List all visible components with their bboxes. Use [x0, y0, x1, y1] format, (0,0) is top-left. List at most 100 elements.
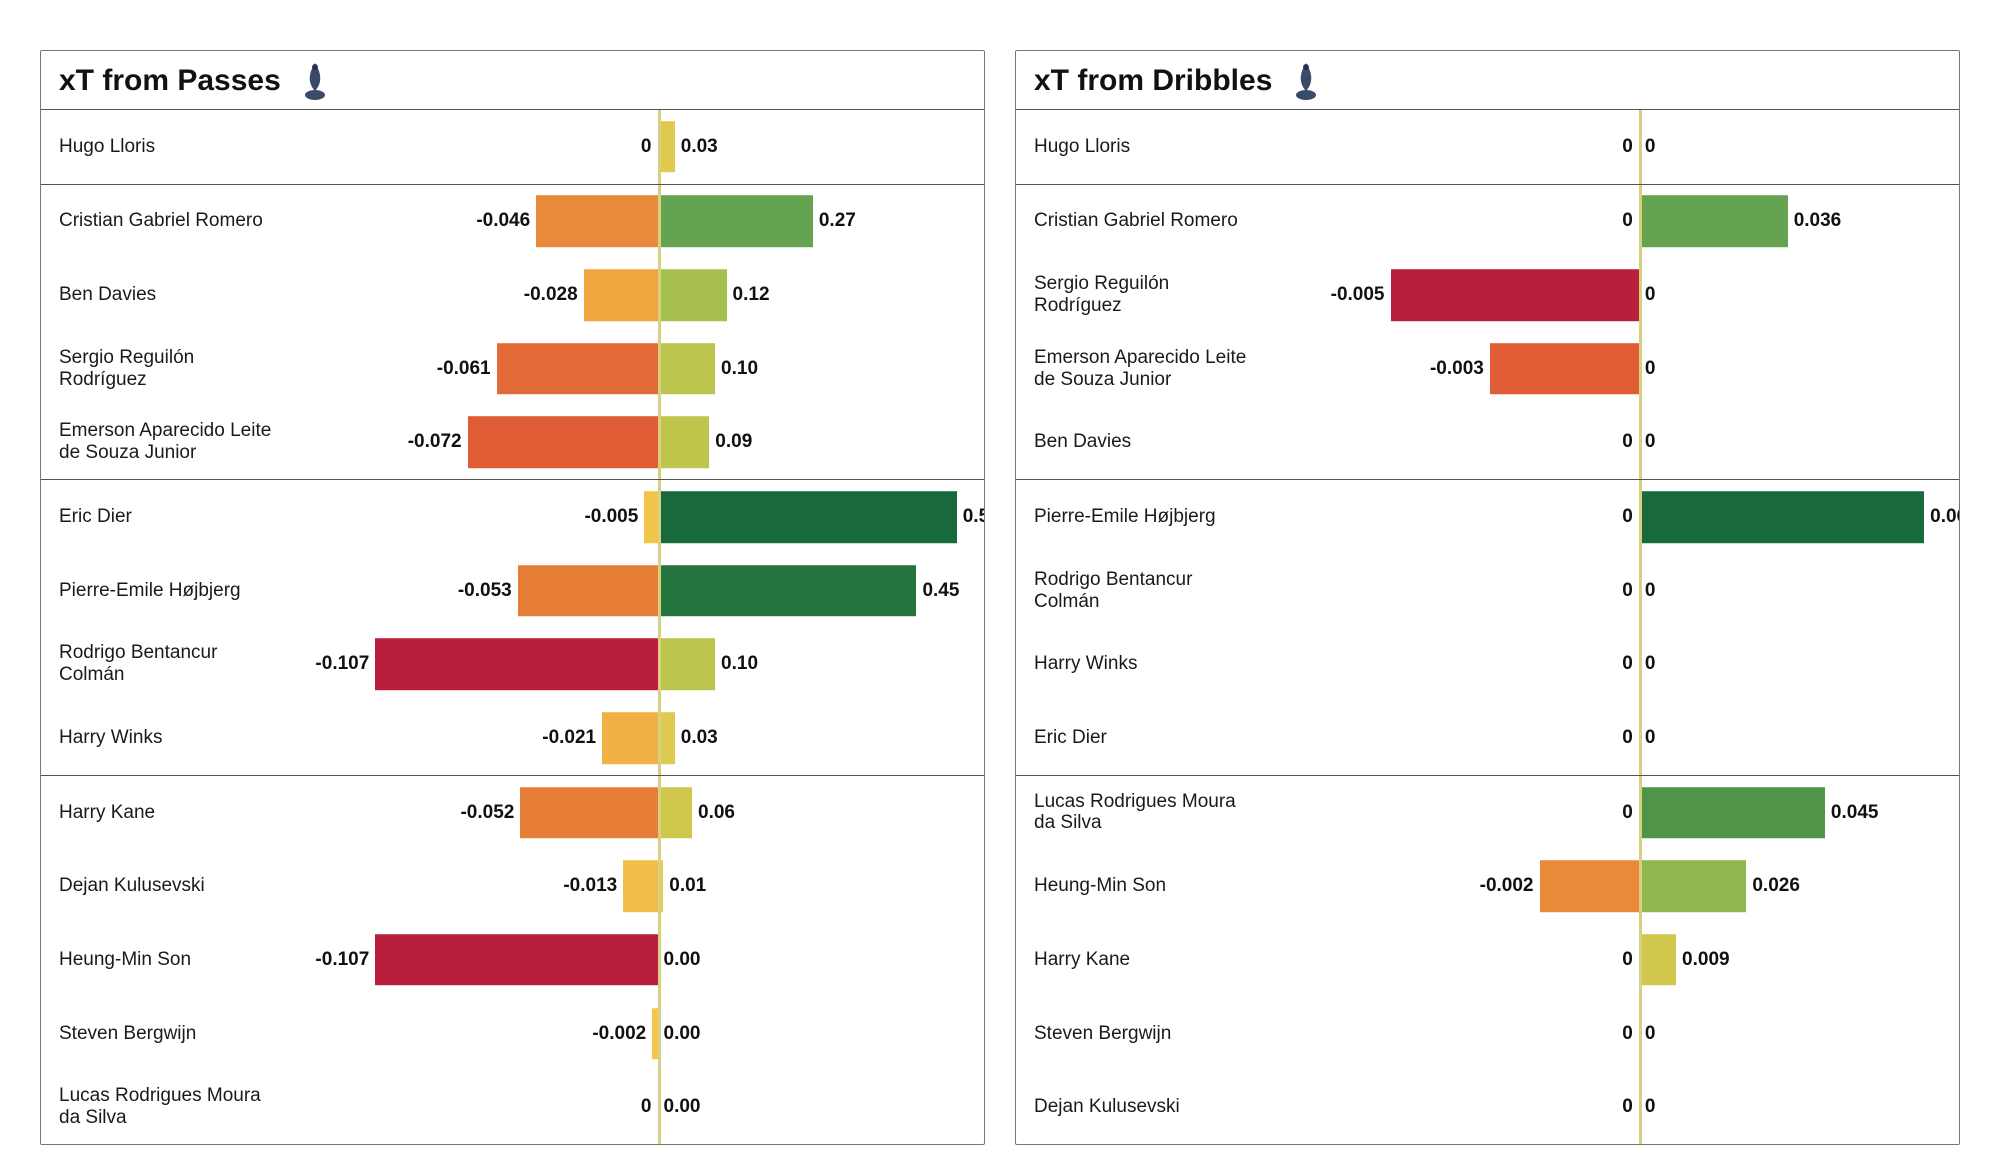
bar-chart-area: 00.03 [341, 110, 974, 184]
positive-value-label: 0.10 [721, 358, 758, 380]
positive-bar [658, 491, 957, 543]
bar-chart-area: 00 [1316, 406, 1949, 480]
positive-value-label: 0 [1645, 431, 1656, 453]
negative-value-label: -0.072 [408, 431, 462, 453]
positive-value-label: 0.03 [681, 727, 718, 749]
positive-bar [658, 343, 716, 395]
player-name: Ben Davies [1034, 431, 1131, 453]
negative-bar [584, 269, 658, 321]
axis-line [658, 997, 661, 1071]
panel-title: xT from Dribbles [1034, 64, 1272, 98]
rows-container: Hugo Lloris00Cristian Gabriel Romero00.0… [1016, 110, 1959, 1144]
negative-value-label: 0 [1622, 580, 1633, 602]
axis-line [658, 554, 661, 628]
team-crest-icon [1292, 61, 1320, 101]
bar-chart-area: -0.072 0.09 [341, 406, 974, 480]
axis-line [658, 258, 661, 332]
positive-bar [658, 639, 716, 691]
player-row: Eric Dier-0.0050.52 [41, 480, 984, 554]
player-row: Steven Bergwijn00 [1016, 997, 1959, 1071]
player-name: Cristian Gabriel Romero [1034, 211, 1238, 233]
bar-chart-area: 00.00 [341, 1070, 974, 1144]
panel-header: xT from Dribbles [1016, 51, 1959, 110]
negative-bar [1391, 269, 1639, 321]
positive-value-label: 0 [1645, 580, 1656, 602]
positive-bar [1639, 196, 1788, 248]
player-name: Emerson Aparecido Leite de Souza Junior [1034, 347, 1246, 391]
bar-chart-area: -0.0460.27 [341, 185, 974, 259]
row-group: Eric Dier-0.0050.52 Pierre-Emile Højbjerg… [41, 480, 984, 776]
negative-value-label: -0.002 [1480, 875, 1534, 897]
player-row: Heung-Min Son-0.1070.00 [41, 923, 984, 997]
row-group: Lucas Rodrigues Moura da Silva00.045Heun… [1016, 776, 1959, 1144]
bar-chart-area: -0.028 0.12 [341, 258, 974, 332]
positive-value-label: 0 [1645, 358, 1656, 380]
negative-bar [518, 565, 658, 617]
player-row: Steven Bergwijn -0.0020.00 [41, 997, 984, 1071]
positive-bar [1639, 787, 1825, 839]
player-name: Rodrigo Bentancur Colmán [59, 642, 217, 686]
positive-bar [658, 269, 727, 321]
player-name: Harry Kane [59, 802, 155, 824]
axis-line [658, 1070, 661, 1144]
player-row: Dejan Kulusevski00 [1016, 1070, 1959, 1144]
player-name: Harry Kane [1034, 949, 1130, 971]
bar-chart-area: -0.0020.026 [1316, 849, 1949, 923]
negative-value-label: 0 [1622, 802, 1633, 824]
player-name: Steven Bergwijn [59, 1023, 196, 1045]
negative-value-label: -0.107 [315, 949, 369, 971]
positive-value-label: 0 [1645, 284, 1656, 306]
negative-value-label: -0.107 [315, 653, 369, 675]
axis-line [1639, 185, 1642, 259]
negative-value-label: -0.028 [524, 284, 578, 306]
bar-chart-area: -0.0610.10 [341, 332, 974, 406]
bar-chart-area: 00 [1316, 110, 1949, 184]
negative-value-label: -0.003 [1430, 358, 1484, 380]
row-group: Pierre-Emile Højbjerg00.069Rodrigo Benta… [1016, 480, 1959, 776]
player-row: Dejan Kulusevski-0.0130.01 [41, 849, 984, 923]
xt-passes-panel: xT from Passes Hugo Lloris00.03Cristian … [40, 50, 985, 1145]
axis-line [658, 332, 661, 406]
positive-bar [658, 196, 813, 248]
positive-value-label: 0.10 [721, 653, 758, 675]
player-name: Harry Winks [59, 727, 162, 749]
team-crest-icon [301, 61, 329, 101]
axis-line [1639, 480, 1642, 554]
player-row: Rodrigo Bentancur Colmán00 [1016, 554, 1959, 628]
bar-chart-area: -0.053 0.45 [341, 554, 974, 628]
negative-bar [1540, 860, 1639, 912]
negative-value-label: 0 [1622, 506, 1633, 528]
negative-bar [602, 712, 657, 764]
bar-chart-area: -0.0020.00 [341, 997, 974, 1071]
axis-line [1639, 701, 1642, 775]
positive-value-label: 0.27 [819, 210, 856, 232]
bar-chart-area: 00.036 [1316, 185, 1949, 259]
positive-value-label: 0.45 [922, 580, 959, 602]
positive-bar [1639, 491, 1924, 543]
positive-value-label: 0.52 [963, 506, 985, 528]
player-name: Dejan Kulusevski [59, 875, 205, 897]
player-name: Dejan Kulusevski [1034, 1096, 1180, 1118]
positive-value-label: 0.03 [681, 136, 718, 158]
row-group: Hugo Lloris00.03 [41, 110, 984, 185]
positive-value-label: 0.06 [698, 802, 735, 824]
positive-value-label: 0.09 [715, 431, 752, 453]
row-group: Cristian Gabriel Romero00.036Sergio Regu… [1016, 185, 1959, 481]
negative-value-label: 0 [1622, 210, 1633, 232]
negative-value-label: -0.013 [563, 875, 617, 897]
player-name: Pierre-Emile Højbjerg [59, 580, 241, 602]
positive-value-label: 0 [1645, 727, 1656, 749]
positive-value-label: 0.069 [1930, 506, 1960, 528]
player-name: Eric Dier [59, 506, 132, 528]
positive-value-label: 0.12 [733, 284, 770, 306]
axis-line [658, 923, 661, 997]
player-name: Heung-Min Son [1034, 875, 1166, 897]
bar-chart-area: -0.1070.00 [341, 923, 974, 997]
negative-value-label: -0.053 [458, 580, 512, 602]
axis-line [1639, 554, 1642, 628]
bar-chart-area: 00 [1316, 554, 1949, 628]
axis-line [658, 701, 661, 775]
xt-dribbles-panel: xT from Dribbles Hugo Lloris00Cristian G… [1015, 50, 1960, 1145]
player-row: Rodrigo Bentancur Colmán -0.107 0.10 [41, 628, 984, 702]
positive-value-label: 0.045 [1831, 802, 1879, 824]
